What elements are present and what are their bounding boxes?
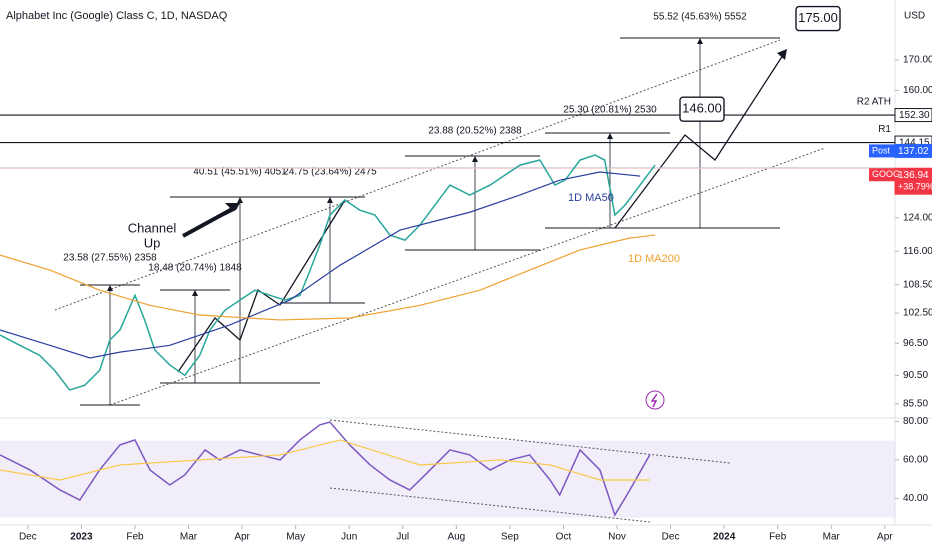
measure-label: 23.58 (27.55%) 2358 bbox=[63, 253, 157, 264]
currency: USD bbox=[904, 11, 925, 22]
x-tick-label: Aug bbox=[447, 532, 465, 543]
series-line bbox=[0, 154, 656, 391]
x-tick-label: Dec bbox=[19, 532, 37, 543]
measure-label: 40.51 (45.51%) 4051 bbox=[193, 167, 287, 178]
x-tick-label: Feb bbox=[126, 532, 144, 543]
y-tick-label: 40.00 bbox=[903, 493, 928, 504]
event-bolt bbox=[650, 393, 658, 408]
level-name: R2 ATH bbox=[857, 97, 891, 108]
x-tick-label: Feb bbox=[769, 532, 787, 543]
annotation: Channel bbox=[128, 220, 177, 235]
ma-label: 1D MA200 bbox=[628, 253, 680, 265]
series-line bbox=[0, 171, 641, 359]
price-tag-label: 152.30 bbox=[899, 110, 930, 121]
measure-label: 55.52 (45.63%) 5552 bbox=[653, 12, 747, 23]
x-tick-label: May bbox=[286, 532, 305, 543]
price-tag bbox=[894, 167, 932, 195]
wave bbox=[177, 199, 346, 373]
rsi-channel-lower bbox=[329, 487, 651, 523]
rsi-band bbox=[0, 440, 895, 518]
measure-label: 18.48 (20.74%) 1848 bbox=[148, 263, 242, 274]
measure-arrow bbox=[107, 285, 113, 291]
measure-label: 24.75 (23.64%) 2475 bbox=[283, 167, 377, 178]
tag-name-box bbox=[869, 168, 895, 182]
y-tick-label: 160.00 bbox=[903, 85, 932, 96]
annotation: Up bbox=[144, 235, 161, 250]
price-change: +38.79% bbox=[898, 182, 932, 192]
tag-name-box bbox=[869, 144, 895, 158]
measure-label: 23.88 (20.52%) 2388 bbox=[428, 126, 522, 137]
y-tick-label: 124.00 bbox=[903, 212, 932, 223]
x-tick-label: Oct bbox=[556, 532, 572, 543]
series-line bbox=[0, 234, 656, 321]
x-tick-label: 2023 bbox=[70, 532, 93, 543]
measure-arrow bbox=[607, 133, 613, 139]
tag-name: Post bbox=[872, 146, 891, 156]
y-tick-label: 90.50 bbox=[903, 370, 928, 381]
series-line bbox=[0, 421, 651, 517]
measure-arrow bbox=[472, 156, 478, 162]
x-tick-label: Jun bbox=[341, 532, 357, 543]
target-label: 175.00 bbox=[798, 10, 838, 25]
x-tick-label: Apr bbox=[234, 532, 250, 543]
series-line bbox=[0, 439, 650, 481]
x-tick-label: Dec bbox=[662, 532, 680, 543]
measure-label: 25.30 (20.81%) 2530 bbox=[563, 105, 657, 116]
y-tick-label: 60.00 bbox=[903, 455, 928, 466]
target-box bbox=[795, 5, 841, 32]
x-tick-label: Apr bbox=[877, 532, 893, 543]
tag-name: GOOG bbox=[872, 170, 900, 180]
ma-label: 1D MA50 bbox=[568, 192, 614, 204]
event-icon bbox=[645, 390, 665, 410]
channel-arrow-shaft bbox=[182, 205, 237, 238]
price-tag-label: Post bbox=[872, 146, 891, 156]
price-tag bbox=[894, 108, 932, 123]
y-tick-label: 108.50 bbox=[903, 279, 932, 290]
target-box bbox=[679, 96, 725, 122]
y-tick-label: 116.00 bbox=[903, 246, 932, 257]
price-tag-label: 144.15 bbox=[899, 138, 930, 149]
channel-lower bbox=[109, 147, 826, 406]
measure-arrow bbox=[327, 197, 333, 203]
measure-arrow bbox=[697, 38, 703, 44]
level-name: R1 bbox=[878, 124, 891, 135]
measure-arrow bbox=[192, 290, 198, 296]
x-tick-label: Mar bbox=[823, 532, 841, 543]
channel-upper bbox=[54, 39, 781, 311]
x-tick-label: Jul bbox=[396, 532, 409, 543]
x-tick-label: Nov bbox=[608, 532, 626, 543]
x-tick-label: 2024 bbox=[713, 532, 736, 543]
x-tick-label: Mar bbox=[180, 532, 198, 543]
y-tick-label: 96.50 bbox=[903, 338, 928, 349]
y-tick-label: 80.00 bbox=[903, 416, 928, 427]
price-tag-value: 137.02 bbox=[898, 146, 929, 157]
projection-arrowhead bbox=[777, 49, 787, 60]
chart-title: Alphabet Inc (Google) Class C, 1D, NASDA… bbox=[6, 10, 228, 22]
rsi-channel-upper bbox=[329, 419, 731, 464]
price-tag-label: GOOG bbox=[872, 170, 900, 180]
measure-arrow bbox=[237, 197, 243, 203]
price-tag-value: 136.94 bbox=[898, 170, 929, 181]
target-label: 146.00 bbox=[682, 101, 722, 116]
y-tick-label: 102.50 bbox=[903, 308, 932, 319]
x-tick-label: Sep bbox=[501, 532, 519, 543]
y-tick-label: 85.50 bbox=[903, 398, 928, 409]
y-tick-label: 170.00 bbox=[903, 55, 932, 66]
